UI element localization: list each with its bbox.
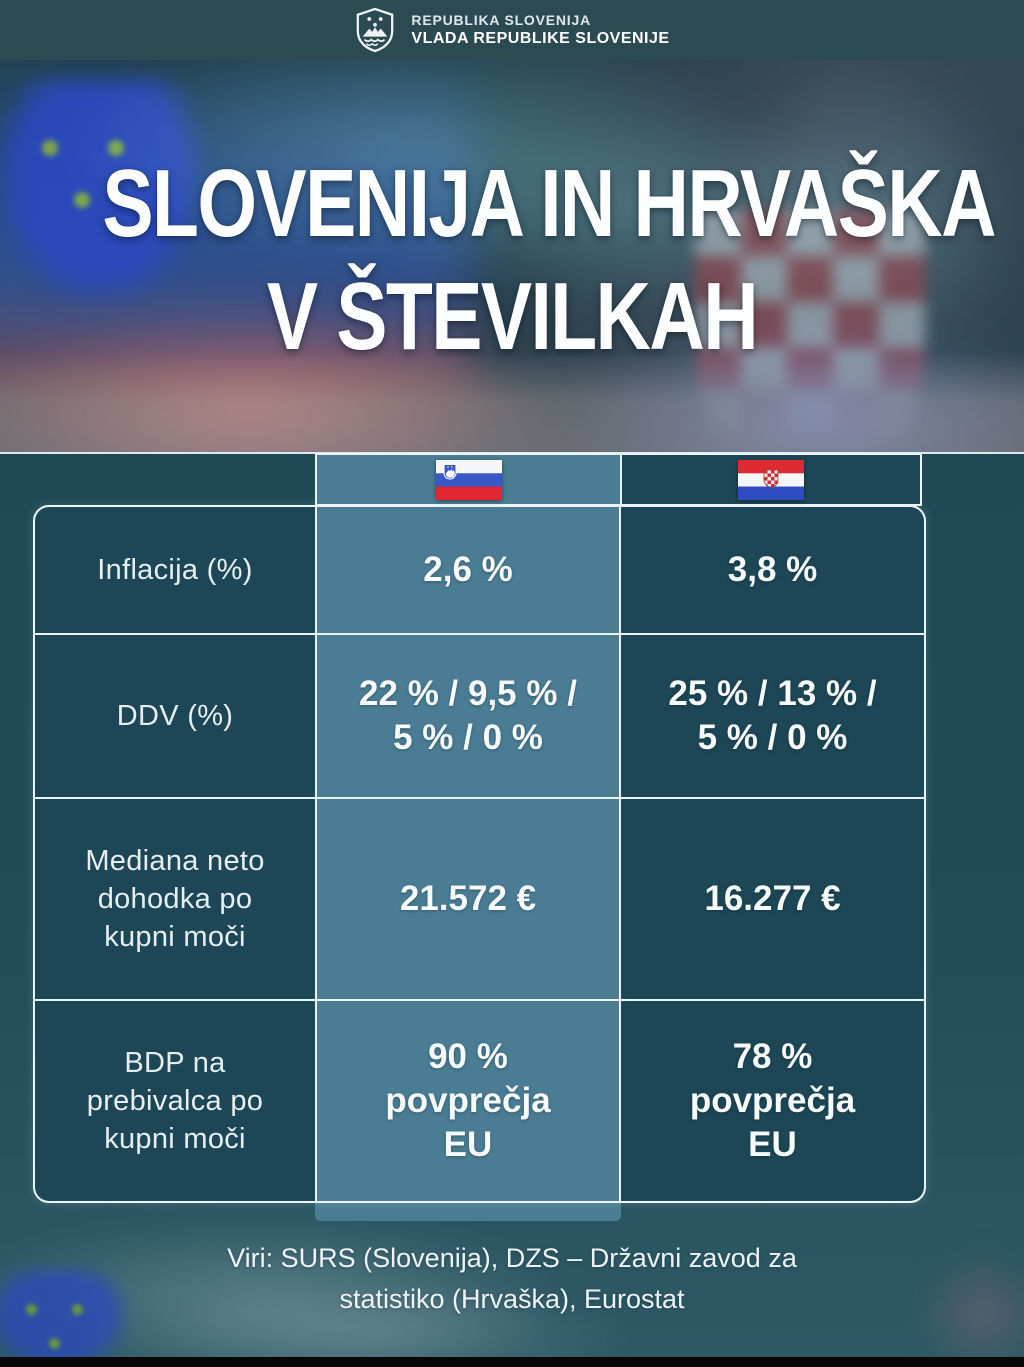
slovenia-flag-icon: [435, 459, 502, 500]
row-label-ddv: DDV (%): [35, 635, 315, 797]
value-ddv-hrvaska: 25 % / 13 % / 5 % / 0 %: [621, 635, 924, 797]
croatia-flag-icon: [738, 459, 804, 500]
gov-header-line1: REPUBLIKA SLOVENIJA: [411, 12, 591, 28]
row-label-inflacija: Inflacija (%): [35, 507, 315, 633]
value-mediana-hrvaska: 16.277 €: [621, 799, 924, 999]
row-label-bdp: BDP na prebivalca po kupni moči: [35, 1001, 315, 1201]
page-title-line2: V ŠTEVILKAH: [266, 263, 759, 370]
pink-smudge-decor: [918, 1252, 1024, 1367]
shield-star-decor: [26, 1304, 37, 1315]
white-smoke-decor: [120, 1282, 640, 1367]
value-inflacija-slovenija: 2,6 %: [317, 507, 619, 633]
value-ddv-slovenija: 22 % / 9,5 % / 5 % / 0 %: [317, 635, 619, 797]
value-bdp-hrvaska: 78 % povprečja EU: [621, 1001, 924, 1201]
shield-star-decor: [49, 1338, 60, 1349]
page-title: SLOVENIJA IN HRVAŠKA V ŠTEVILKAH: [0, 152, 1024, 368]
bottom-black-strip: [0, 1357, 1024, 1367]
comparison-table: Inflacija (%) 2,6 % 3,8 % DDV (%) 22 % /…: [33, 505, 926, 1203]
value-mediana-slovenija: 21.572 €: [317, 799, 619, 999]
row-label-mediana-dohodka: Mediana neto dohodka po kupni moči: [35, 799, 315, 999]
blurred-shield-decor: [0, 1270, 128, 1367]
slovenia-column-header: [317, 455, 620, 504]
gov-header-text: REPUBLIKA SLOVENIJA VLADA REPUBLIKE SLOV…: [411, 11, 669, 49]
slovenia-coat-of-arms-icon: [357, 7, 394, 53]
gov-header-line2: VLADA REPUBLIKE SLOVENIJE: [411, 30, 670, 47]
croatia-column-header: [622, 455, 920, 504]
title-banner: SLOVENIJA IN HRVAŠKA V ŠTEVILKAH: [0, 60, 1024, 452]
table-flag-header: [315, 453, 922, 506]
table-section: Inflacija (%) 2,6 % 3,8 % DDV (%) 22 % /…: [0, 452, 1024, 1367]
gov-header-band: REPUBLIKA SLOVENIJA VLADA REPUBLIKE SLOV…: [0, 0, 1024, 60]
value-bdp-slovenija: 90 % povprečja EU: [317, 1001, 619, 1201]
shield-star-decor: [72, 1304, 83, 1315]
value-inflacija-hrvaska: 3,8 %: [621, 507, 924, 633]
sources-text: Viri: SURS (Slovenija), DZS – Državni za…: [227, 1243, 797, 1314]
header-divider: [620, 455, 622, 504]
page-title-line1: SLOVENIJA IN HRVAŠKA: [102, 150, 996, 257]
